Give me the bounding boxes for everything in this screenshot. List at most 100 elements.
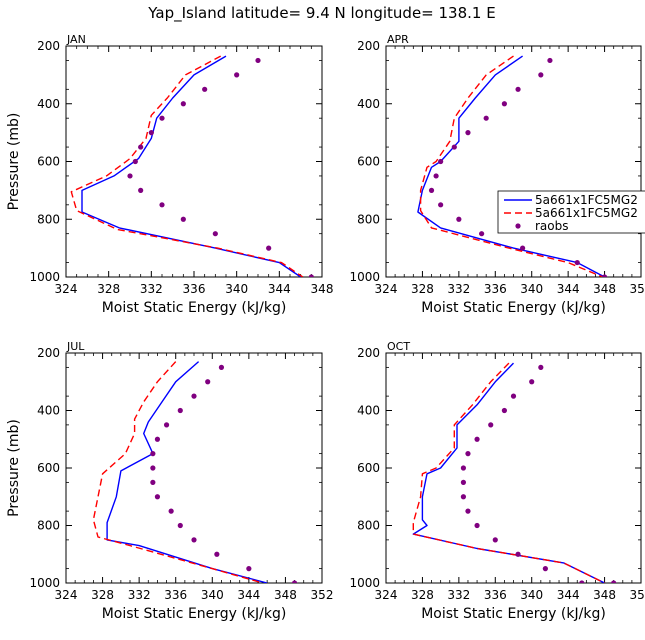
raobs-point <box>538 72 544 78</box>
x-tick-label: 348 <box>593 588 616 602</box>
raobs-point <box>218 364 225 370</box>
panel-title: JUL <box>66 340 85 353</box>
raobs-point <box>542 566 548 572</box>
raobs-point <box>177 407 183 414</box>
raobs-point <box>132 158 138 165</box>
series-group <box>92 361 298 583</box>
figure-title: Yap_Island latitude= 9.4 N longitude= 13… <box>147 4 495 23</box>
raobs-point <box>456 216 462 222</box>
x-tick-label: 340 <box>225 282 248 296</box>
x-tick-label: 332 <box>140 282 163 296</box>
x-tick-label: 348 <box>274 588 297 602</box>
panel-title: APR <box>387 33 409 46</box>
raobs-point <box>479 231 485 237</box>
y-tick-label: 1000 <box>29 270 60 284</box>
raobs-point <box>246 566 252 572</box>
y-axis-label: Pressure (mb) <box>6 419 22 517</box>
x-tick-label: 328 <box>411 588 434 602</box>
y-tick-label: 800 <box>37 519 60 533</box>
raobs-point <box>127 173 133 179</box>
series-line-model-b <box>92 361 263 583</box>
x-tick-label: 332 <box>447 282 470 296</box>
raobs-point <box>154 436 161 442</box>
x-tick-label: 340 <box>520 588 543 602</box>
raobs-point <box>529 379 535 385</box>
legend-box <box>497 190 645 234</box>
raobs-point <box>501 407 507 414</box>
raobs-point <box>474 522 480 529</box>
y-tick-label: 200 <box>37 346 60 360</box>
x-tick-label: 332 <box>447 588 470 602</box>
x-tick-label: 336 <box>164 588 187 602</box>
series-line-model-a <box>106 361 268 583</box>
y-axis-label: Pressure (mb) <box>6 113 22 211</box>
y-tick-label: 800 <box>357 519 380 533</box>
plot-frame <box>385 45 642 278</box>
raobs-point <box>488 422 494 428</box>
x-tick-label: 344 <box>268 282 291 296</box>
x-tick-label: 352 <box>311 588 334 602</box>
raobs-point <box>465 508 471 514</box>
series-group <box>412 362 617 583</box>
legend-swatch-raobs <box>515 223 521 229</box>
y-tick-label: 1000 <box>349 270 380 284</box>
x-tick-label: 340 <box>201 588 224 602</box>
legend-label: raobs <box>535 219 569 233</box>
series-group <box>417 55 608 277</box>
y-tick-label: 400 <box>37 404 60 418</box>
raobs-point <box>191 393 197 399</box>
raobs-point <box>212 231 218 237</box>
raobs-point <box>460 494 467 500</box>
x-tick-label: 336 <box>484 282 507 296</box>
raobs-point <box>266 245 272 251</box>
x-tick-label: 352 <box>630 282 645 296</box>
raobs-point <box>465 130 471 136</box>
x-tick-label: 344 <box>557 282 580 296</box>
x-tick-label: 328 <box>97 282 120 296</box>
x-tick-label: 344 <box>557 588 580 602</box>
x-tick-label: 336 <box>183 282 206 296</box>
legend-label: 5a661x1FC5MG2 <box>535 193 638 207</box>
y-tick-label: 200 <box>37 39 60 53</box>
raobs-point <box>234 72 240 78</box>
raobs-point <box>150 465 156 471</box>
x-axis-label: Moist Static Energy (kJ/kg) <box>421 606 606 622</box>
raobs-point <box>159 115 165 121</box>
x-axis-label: Moist Static Energy (kJ/kg) <box>421 300 606 316</box>
x-tick-label: 324 <box>375 588 398 602</box>
raobs-point <box>579 580 585 583</box>
series-line-model-b <box>419 55 604 277</box>
panel-apr: 324 328 332 336 340 344 348 352 200 400 600 800 1000… <box>349 33 645 316</box>
raobs-point <box>465 451 471 457</box>
raobs-point <box>255 57 261 64</box>
raobs-point <box>150 479 156 485</box>
plot-frame <box>65 45 323 278</box>
x-axis-label: Moist Static Energy (kJ/kg) <box>102 300 287 316</box>
y-tick-label: 400 <box>357 404 380 418</box>
raobs-point <box>460 465 467 471</box>
x-tick-label: 340 <box>520 282 543 296</box>
panel-jul: 324 328 332 336 340 344 348 352 200 400 600 800 1000… <box>6 340 333 622</box>
raobs-point <box>202 86 208 92</box>
plot-frame <box>385 352 642 584</box>
series-line-model-b <box>412 362 605 583</box>
raobs-point <box>308 274 314 277</box>
raobs-point <box>191 537 197 543</box>
x-tick-label: 332 <box>128 588 151 602</box>
raobs-point <box>438 202 444 208</box>
plot-frame <box>65 352 323 584</box>
raobs-point <box>438 158 444 165</box>
raobs-point <box>547 57 553 64</box>
x-tick-label: 324 <box>375 282 398 296</box>
legend-label: 5a661x1FC5MG2 <box>535 206 638 220</box>
raobs-point <box>483 115 489 121</box>
y-tick-label: 1000 <box>29 576 60 590</box>
panel-title: OCT <box>387 340 410 353</box>
series-line-model-a <box>417 55 605 277</box>
y-tick-label: 200 <box>357 346 380 360</box>
raobs-point <box>168 508 174 514</box>
raobs-point <box>515 551 521 557</box>
x-tick-label: 348 <box>311 282 334 296</box>
